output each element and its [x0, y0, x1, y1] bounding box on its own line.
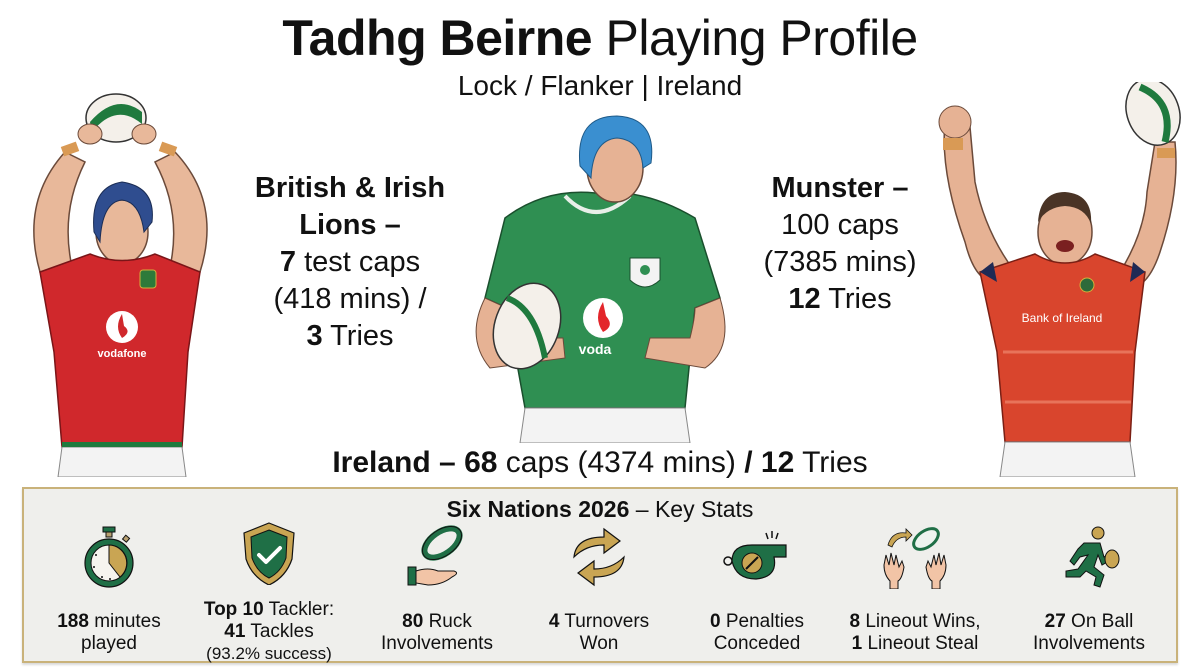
stat-lineout: 8 Lineout Wins, 1 Lineout Steal [840, 525, 990, 655]
lions-caps: 7 test caps [225, 244, 475, 281]
stat-number: 1 [851, 633, 863, 654]
hand-ball-icon [407, 525, 463, 586]
stat-ruck-involvements: 80 Ruck Involvements [362, 525, 512, 655]
stat-prefix: Top 10 [203, 599, 264, 620]
stopwatch-icon [84, 526, 134, 588]
munster-stats: Munster – 100 caps (7385 mins) 12 Tries [735, 170, 945, 318]
lions-heading-line1: British & Irish [254, 172, 446, 204]
stat-text: On Ball [1071, 611, 1134, 632]
stat-number: 41 [224, 621, 246, 642]
stat-text: Tackles [250, 621, 314, 642]
stat-label: 8 Lineout Wins, 1 Lineout Steal [840, 611, 990, 655]
lions-caps-label: test caps [304, 246, 421, 278]
ireland-caps-label: caps (4374 mins) [505, 446, 736, 479]
munster-caps: 100 caps [781, 209, 899, 241]
lions-tries: 3 Tries [225, 318, 475, 355]
whistle-icon [723, 531, 787, 580]
panel-title-rest: – Key Stats [635, 496, 754, 522]
munster-minutes: (7385 mins) [763, 246, 917, 278]
turnover-arrows-icon [573, 527, 625, 587]
lineout-hands-icon [883, 527, 947, 589]
title-suffix: Playing Profile [605, 10, 919, 66]
stat-text: Conceded [713, 633, 801, 654]
stat-number: 188 [57, 611, 89, 632]
munster-heading: Munster – [771, 172, 909, 204]
stat-text: Won [579, 633, 619, 654]
page-title: Tadhg Beirne Playing Profile [0, 8, 1200, 68]
stat-number: 27 [1044, 611, 1066, 632]
stat-on-ball-involvements: 27 On Ball Involvements [1014, 525, 1164, 655]
ireland-label: Ireland – [332, 446, 456, 479]
stat-text: Penalties [725, 611, 805, 632]
lions-stats: British & Irish Lions – 7 test caps (418… [225, 170, 475, 355]
stat-label: 0 Penalties Conceded [682, 611, 832, 655]
stat-text: played [81, 633, 137, 654]
panel-title: Six Nations 2026 – Key Stats [24, 496, 1176, 523]
shield-check-icon [243, 522, 295, 585]
stat-text: Involvements [1033, 633, 1145, 654]
munster-tries: 12 Tries [735, 281, 945, 318]
stat-text: Lineout Wins, [865, 611, 981, 632]
stat-label: 4 Turnovers Won [524, 611, 674, 655]
six-nations-stats-panel: Six Nations 2026 – Key Stats 188 minutes… [22, 487, 1178, 663]
stat-turnovers-won: 4 Turnovers Won [524, 525, 674, 655]
stat-text: Ruck [428, 611, 472, 632]
stat-subtext: (93.2% success) [206, 644, 332, 663]
stat-text: Involvements [381, 633, 493, 654]
stat-number: 80 [402, 611, 424, 632]
ireland-separator: / [744, 446, 753, 479]
munster-tries-label: Tries [828, 283, 892, 315]
stat-number: 8 [849, 611, 861, 632]
ireland-tries-number: 12 [760, 446, 795, 479]
ireland-tries-label: Tries [802, 446, 868, 479]
stat-label: Top 10 Tackler: 41 Tackles (93.2% succes… [194, 599, 344, 665]
lions-player-illustration: vodafone [10, 82, 230, 477]
stat-penalties-conceded: 0 Penalties Conceded [682, 525, 832, 655]
ireland-player-illustration: voda [445, 108, 745, 443]
svg-text:Bank of Ireland: Bank of Ireland [1022, 311, 1103, 325]
stat-number: 0 [709, 611, 721, 632]
lions-heading-line2: Lions – [299, 209, 401, 241]
lions-tries-label: Tries [330, 320, 394, 352]
lions-caps-number: 7 [279, 246, 296, 278]
page-subtitle: Lock / Flanker | Ireland [457, 70, 743, 101]
munster-tries-number: 12 [788, 283, 821, 315]
runner-ball-icon [1065, 526, 1120, 588]
stat-label: 27 On Ball Involvements [1014, 611, 1164, 655]
svg-text:vodafone: vodafone [98, 348, 147, 360]
stat-number: 4 [548, 611, 560, 632]
stat-minutes-played: 188 minutes played [34, 525, 184, 655]
lions-minutes: (418 mins) / [273, 283, 427, 315]
stat-label: 80 Ruck Involvements [362, 611, 512, 655]
stat-text: Turnovers [564, 611, 650, 632]
stat-text: Tackler: [268, 599, 335, 620]
stat-text: Lineout Steal [867, 633, 979, 654]
stat-tackles: Top 10 Tackler: 41 Tackles (93.2% succes… [194, 522, 344, 665]
stat-label: 188 minutes played [34, 611, 184, 655]
panel-title-bold: Six Nations 2026 [446, 496, 630, 522]
title-name: Tadhg Beirne [282, 10, 593, 66]
ireland-caps-number: 68 [464, 446, 498, 479]
lions-tries-number: 3 [306, 320, 323, 352]
stat-text: minutes [94, 611, 161, 632]
munster-player-illustration: Bank of Ireland [935, 82, 1200, 477]
ireland-stats: Ireland – 68 caps (4374 mins) / 12 Tries [0, 446, 1200, 480]
svg-text:voda: voda [579, 341, 612, 357]
